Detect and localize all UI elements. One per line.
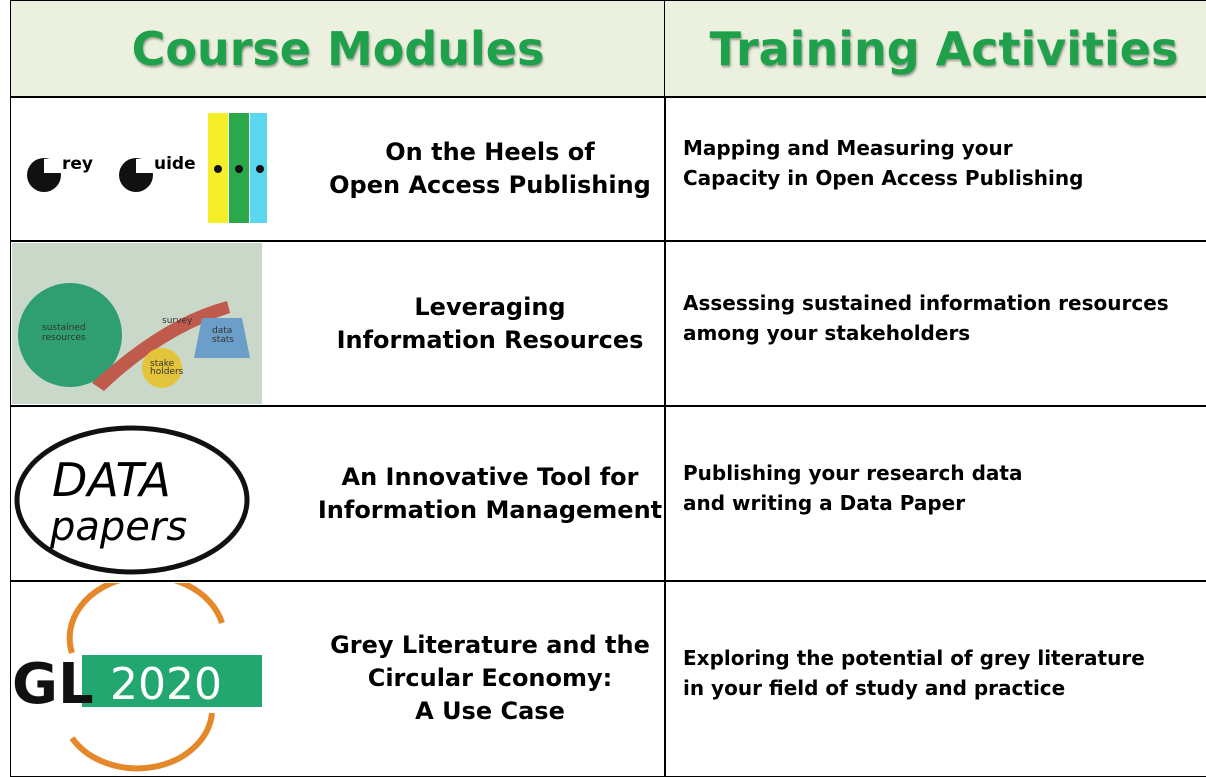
module-line: Leveraging <box>414 292 566 321</box>
logo-text: uide <box>154 154 196 174</box>
activity-cell <box>664 96 1206 242</box>
module-title: Leveraging Information Resources <box>290 240 690 407</box>
module-title: On the Heels of Open Access Publishing <box>290 96 690 242</box>
module-line: A Use Case <box>415 697 565 725</box>
module-title: Grey Literature and the Circular Economy:… <box>290 580 690 777</box>
header-left: Course Modules <box>10 0 666 98</box>
module-cell <box>10 96 666 242</box>
logo-text: rey <box>62 154 93 174</box>
logo-dot <box>256 165 264 173</box>
header-right: Training Activities <box>664 0 1206 98</box>
activity-line: Exploring the potential of grey literatu… <box>683 645 1145 670</box>
survey-arc <box>92 301 230 391</box>
activity-line: Mapping and Measuring your <box>683 136 1013 160</box>
module-line: Information Resources <box>336 325 644 354</box>
circle-yellow <box>142 348 182 388</box>
module-title: An Innovative Tool for Information Manage… <box>290 405 690 582</box>
image-text: stats <box>212 335 234 345</box>
image-text: data <box>212 326 232 336</box>
activity-line: Publishing your research data <box>683 460 1023 485</box>
module-cell <box>10 405 666 582</box>
activity-line: Assessing sustained information resource… <box>683 290 1169 315</box>
activity-cell <box>664 240 1206 407</box>
image-text: resources <box>42 333 86 343</box>
circle-green <box>18 283 122 387</box>
module-line: On the Heels of <box>385 138 595 166</box>
activity-line: Capacity in Open Access Publishing <box>683 166 1084 190</box>
module-image: rey uide <box>27 113 267 223</box>
image-text: papers <box>49 504 187 550</box>
activity-text: Exploring the potential of grey literatu… <box>683 580 1203 765</box>
image-text: 2020 <box>110 659 222 710</box>
image-text: sustained <box>42 323 86 333</box>
activity-line: in your field of study and practice <box>683 675 1066 700</box>
activity-text: Publishing your research data and writing… <box>683 405 1203 570</box>
oval <box>14 425 250 575</box>
logo-dot <box>235 165 243 173</box>
module-line: Grey Literature and the <box>330 631 650 659</box>
module-line: An Innovative Tool for <box>341 462 639 491</box>
logo-g-cut <box>44 159 62 173</box>
logo-dot <box>214 165 222 173</box>
module-line: Information Management <box>317 495 663 524</box>
activity-text: Assessing sustained information resource… <box>683 240 1203 395</box>
activity-text: Mapping and Measuring your Capacity in Op… <box>683 96 1203 230</box>
arrow-arc <box>69 712 215 772</box>
image-text: DATA <box>52 453 171 507</box>
image-text: stake <box>150 359 175 369</box>
module-line: Circular Economy: <box>367 664 613 692</box>
module-image: GL 2020 <box>12 583 262 772</box>
image-text: survey <box>162 316 193 326</box>
arrow-arc <box>66 583 225 654</box>
image-text: GL <box>12 652 94 717</box>
activity-cell <box>664 405 1206 582</box>
activity-line: among your stakeholders <box>683 320 971 345</box>
weight <box>194 318 250 358</box>
green-band <box>82 655 262 707</box>
image-text: holders <box>150 367 184 377</box>
activity-line: and writing a Data Paper <box>683 490 966 515</box>
logo-g-cut <box>136 159 154 173</box>
module-cell <box>10 240 666 407</box>
module-line: Open Access Publishing <box>329 171 651 199</box>
